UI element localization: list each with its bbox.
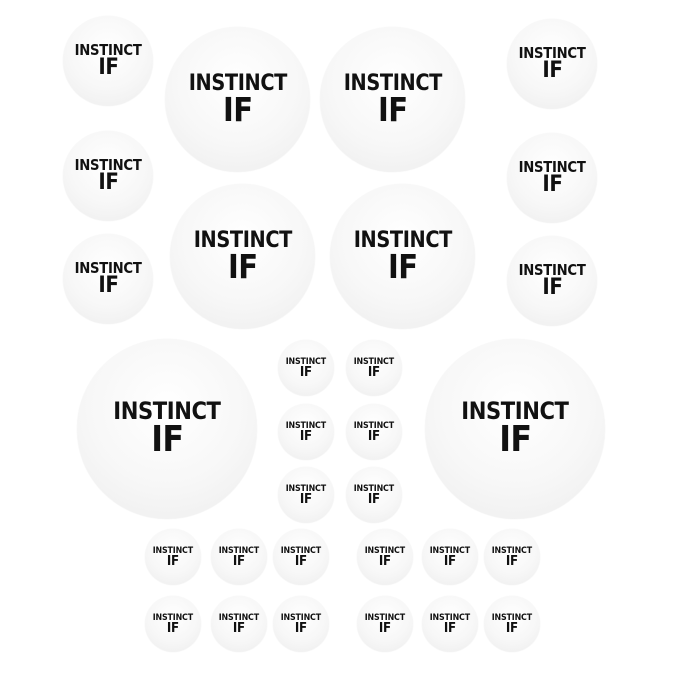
sticker-medium: INSTINCT IF bbox=[330, 184, 475, 329]
sticker-text-line2: IF bbox=[367, 363, 381, 380]
sticker-text-line1: INSTINCT bbox=[280, 612, 322, 623]
sticker-large: INSTINCT IF bbox=[425, 339, 605, 519]
sticker-text-line1: INSTINCT bbox=[285, 483, 327, 494]
sticker-tiny: INSTINCT IF bbox=[357, 596, 413, 652]
sticker-text-line1: INSTINCT bbox=[491, 612, 533, 623]
sticker-text-line2: IF bbox=[97, 272, 119, 299]
sticker-text-line2: IF bbox=[294, 619, 308, 636]
sticker-text-line1: INSTINCT bbox=[491, 545, 533, 556]
sticker-text-line1: INSTINCT bbox=[518, 157, 586, 176]
sticker-text-line1: INSTINCT bbox=[218, 612, 260, 623]
sticker-text-line2: IF bbox=[299, 363, 313, 380]
sticker-small: INSTINCT IF bbox=[63, 16, 153, 106]
sticker-tiny: INSTINCT IF bbox=[346, 340, 402, 396]
sticker-small: INSTINCT IF bbox=[507, 19, 597, 109]
sticker-text-line1: INSTINCT bbox=[353, 420, 395, 431]
sticker-text-line2: IF bbox=[387, 246, 418, 286]
sticker-text-line2: IF bbox=[505, 619, 519, 636]
sticker-text-line2: IF bbox=[97, 54, 119, 81]
sticker-tiny: INSTINCT IF bbox=[484, 596, 540, 652]
sticker-tiny: INSTINCT IF bbox=[273, 529, 329, 585]
sticker-text-line1: INSTINCT bbox=[343, 70, 442, 96]
sticker-text-line1: INSTINCT bbox=[353, 356, 395, 367]
sticker-text-line2: IF bbox=[232, 552, 246, 569]
sticker-text-line2: IF bbox=[443, 552, 457, 569]
sticker-text-line1: INSTINCT bbox=[74, 258, 142, 277]
sticker-text-line1: INSTINCT bbox=[429, 545, 471, 556]
sticker-tiny: INSTINCT IF bbox=[211, 596, 267, 652]
sticker-tiny: INSTINCT IF bbox=[357, 529, 413, 585]
sticker-text-line2: IF bbox=[232, 619, 246, 636]
sticker-medium: INSTINCT IF bbox=[320, 27, 465, 172]
sticker-text-line1: INSTINCT bbox=[285, 356, 327, 367]
sticker-text-line2: IF bbox=[541, 274, 563, 301]
sticker-text-line1: INSTINCT bbox=[353, 483, 395, 494]
sticker-medium: INSTINCT IF bbox=[165, 27, 310, 172]
sticker-text-line1: INSTINCT bbox=[113, 397, 221, 426]
sticker-text-line2: IF bbox=[222, 89, 253, 129]
sticker-text-line2: IF bbox=[378, 552, 392, 569]
sticker-small: INSTINCT IF bbox=[63, 131, 153, 221]
sticker-text-line1: INSTINCT bbox=[152, 612, 194, 623]
sticker-text-line2: IF bbox=[166, 552, 180, 569]
sticker-text-line2: IF bbox=[97, 169, 119, 196]
sticker-text-line1: INSTINCT bbox=[280, 545, 322, 556]
sticker-text-line2: IF bbox=[294, 552, 308, 569]
sticker-text-line1: INSTINCT bbox=[188, 70, 287, 96]
sticker-tiny: INSTINCT IF bbox=[278, 467, 334, 523]
sticker-text-line2: IF bbox=[299, 427, 313, 444]
sticker-tiny: INSTINCT IF bbox=[346, 467, 402, 523]
sticker-text-line2: IF bbox=[227, 246, 258, 286]
sticker-large: INSTINCT IF bbox=[77, 339, 257, 519]
sticker-tiny: INSTINCT IF bbox=[484, 529, 540, 585]
sticker-tiny: INSTINCT IF bbox=[145, 596, 201, 652]
sticker-text-line1: INSTINCT bbox=[461, 397, 569, 426]
sticker-tiny: INSTINCT IF bbox=[211, 529, 267, 585]
sticker-small: INSTINCT IF bbox=[507, 133, 597, 223]
sticker-medium: INSTINCT IF bbox=[170, 184, 315, 329]
sticker-text-line1: INSTINCT bbox=[364, 545, 406, 556]
sticker-text-line2: IF bbox=[166, 619, 180, 636]
sticker-small: INSTINCT IF bbox=[63, 234, 153, 324]
sticker-tiny: INSTINCT IF bbox=[346, 404, 402, 460]
sticker-tiny: INSTINCT IF bbox=[278, 340, 334, 396]
sticker-text-line1: INSTINCT bbox=[353, 227, 452, 253]
sticker-text-line1: INSTINCT bbox=[285, 420, 327, 431]
sticker-text-line2: IF bbox=[367, 427, 381, 444]
sticker-tiny: INSTINCT IF bbox=[145, 529, 201, 585]
sticker-text-line1: INSTINCT bbox=[193, 227, 292, 253]
sticker-tiny: INSTINCT IF bbox=[278, 404, 334, 460]
sticker-text-line1: INSTINCT bbox=[429, 612, 471, 623]
sticker-text-line1: INSTINCT bbox=[74, 40, 142, 59]
sticker-text-line2: IF bbox=[505, 552, 519, 569]
sticker-text-line2: IF bbox=[378, 619, 392, 636]
sticker-text-line1: INSTINCT bbox=[152, 545, 194, 556]
sticker-text-line1: INSTINCT bbox=[518, 260, 586, 279]
sticker-text-line2: IF bbox=[443, 619, 457, 636]
sticker-tiny: INSTINCT IF bbox=[422, 596, 478, 652]
sticker-text-line2: IF bbox=[541, 57, 563, 84]
sticker-text-line2: IF bbox=[299, 490, 313, 507]
sticker-text-line1: INSTINCT bbox=[364, 612, 406, 623]
sticker-text-line2: IF bbox=[541, 171, 563, 198]
sticker-tiny: INSTINCT IF bbox=[273, 596, 329, 652]
sticker-text-line1: INSTINCT bbox=[518, 43, 586, 62]
sticker-text-line1: INSTINCT bbox=[218, 545, 260, 556]
sticker-text-line2: IF bbox=[150, 418, 184, 460]
sticker-text-line1: INSTINCT bbox=[74, 155, 142, 174]
sticker-text-line2: IF bbox=[377, 89, 408, 129]
sticker-tiny: INSTINCT IF bbox=[422, 529, 478, 585]
sticker-text-line2: IF bbox=[367, 490, 381, 507]
sticker-small: INSTINCT IF bbox=[507, 236, 597, 326]
sticker-text-line2: IF bbox=[498, 418, 532, 460]
